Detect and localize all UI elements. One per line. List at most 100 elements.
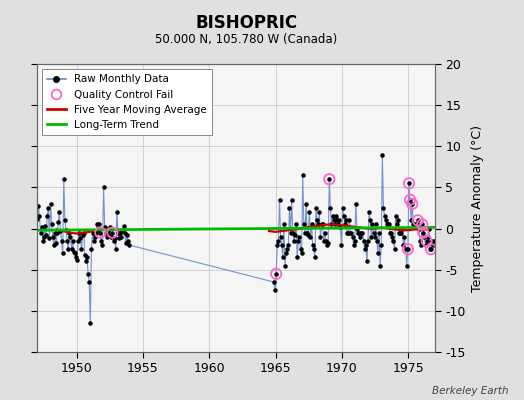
Point (402, 262, 411, 269)
Point (289, 230, 297, 236)
Point (322, 238, 330, 244)
Point (341, 221, 349, 228)
Point (418, 221, 427, 228)
Point (315, 209, 323, 215)
Point (333, 217, 341, 224)
Point (411, 221, 420, 228)
Point (362, 242, 370, 248)
Point (35, 213, 43, 220)
Point (89, 230, 97, 236)
Point (81, 252, 89, 258)
Point (405, 180, 413, 186)
Point (423, 234, 432, 240)
Point (290, 238, 298, 244)
Point (52, 240, 60, 246)
Point (45, 235, 53, 242)
Point (344, 230, 352, 236)
Point (394, 217, 402, 224)
Point (91, 234, 99, 240)
Point (116, 230, 124, 236)
Point (367, 234, 376, 240)
Point (47, 221, 56, 228)
Point (425, 246, 434, 252)
Point (384, 221, 392, 228)
Point (124, 238, 132, 244)
Point (386, 230, 394, 236)
Point (318, 221, 326, 228)
Point (303, 230, 311, 236)
Point (417, 242, 425, 248)
Point (306, 234, 314, 240)
Point (325, 176, 333, 182)
Point (398, 225, 407, 232)
Point (292, 221, 300, 228)
Point (348, 234, 357, 240)
Point (95, 221, 103, 228)
Point (363, 258, 371, 265)
Point (281, 262, 289, 269)
Point (110, 238, 118, 244)
Point (278, 242, 286, 248)
Point (408, 201, 417, 207)
Point (54, 219, 62, 225)
Point (389, 238, 398, 244)
Point (347, 230, 356, 236)
Point (84, 271, 92, 277)
Point (90, 238, 98, 244)
Point (329, 213, 337, 220)
Point (76, 235, 84, 242)
Point (397, 230, 406, 236)
Point (424, 225, 433, 232)
Point (119, 223, 128, 229)
Text: BISHOPRIC: BISHOPRIC (195, 14, 297, 32)
Point (80, 230, 88, 236)
Point (104, 228, 112, 234)
Point (301, 230, 309, 236)
Point (354, 230, 362, 236)
Point (102, 230, 110, 236)
Point (412, 221, 421, 228)
Point (408, 201, 417, 207)
Point (39, 238, 47, 244)
Point (83, 254, 91, 260)
Point (328, 221, 336, 228)
Point (115, 235, 123, 242)
Point (343, 230, 351, 236)
Point (96, 230, 104, 236)
Point (122, 240, 130, 246)
Point (270, 279, 278, 285)
Point (407, 217, 416, 224)
Point (323, 242, 331, 248)
Point (272, 271, 280, 277)
Point (82, 258, 90, 265)
Point (37, 224, 46, 230)
Point (100, 184, 108, 191)
Point (410, 221, 419, 228)
Point (96, 230, 104, 236)
Point (285, 205, 293, 211)
Point (41, 223, 49, 229)
Point (85, 279, 93, 285)
Point (121, 230, 129, 236)
Point (353, 225, 361, 232)
Point (276, 234, 285, 240)
Point (298, 250, 306, 256)
Point (79, 232, 87, 238)
Point (66, 234, 74, 240)
Point (385, 221, 393, 228)
Point (61, 217, 69, 224)
Point (370, 234, 379, 240)
Point (282, 250, 290, 256)
Point (105, 232, 113, 238)
Point (302, 201, 310, 207)
Point (309, 242, 317, 248)
Point (369, 230, 378, 236)
Point (118, 228, 127, 234)
Point (419, 230, 428, 236)
Point (413, 217, 422, 224)
Point (293, 254, 301, 260)
Point (375, 230, 383, 236)
Text: Berkeley Earth: Berkeley Earth (432, 386, 508, 396)
Point (74, 238, 82, 244)
Point (288, 196, 296, 203)
